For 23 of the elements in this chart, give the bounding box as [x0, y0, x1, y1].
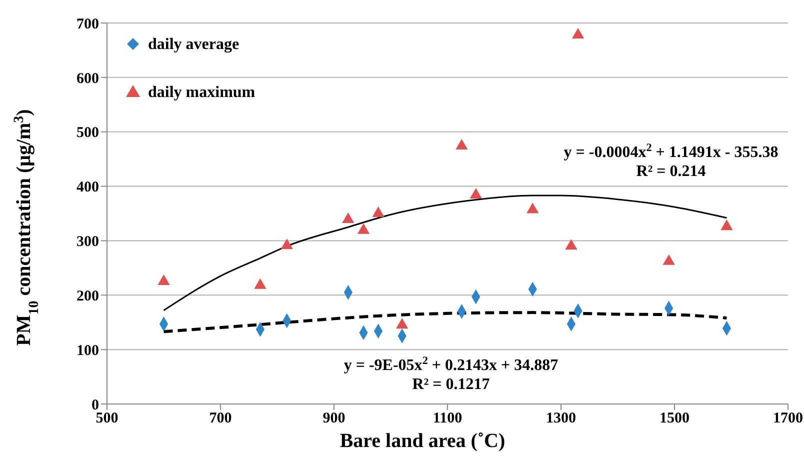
y-tick-label: 200: [76, 288, 99, 304]
y-tick-label: 600: [76, 70, 99, 87]
x-tick-label: 500: [96, 410, 118, 427]
x-axis-title: Bare land area (˚C): [340, 430, 506, 452]
y-tick-label: 100: [76, 342, 99, 359]
y-tick-label: 0: [92, 397, 99, 414]
x-tick-label: 1300: [546, 410, 576, 427]
x-tick-label: 1700: [773, 410, 803, 427]
annotation: y = -9E-05x$^{2}$ + 0.2143x + 34.887: [344, 355, 558, 374]
legend-label: daily maximum: [148, 84, 256, 101]
y-tick-label: 400: [76, 180, 99, 196]
legend-label: daily average: [148, 36, 240, 53]
x-tick-label: 900: [322, 410, 346, 427]
line-series: [163, 194, 728, 312]
y-tick-label: 500: [76, 125, 99, 142]
y-tick-label: 300: [76, 234, 99, 250]
x-tick-label: 700: [209, 410, 232, 427]
x-tick-label: 1500: [660, 410, 690, 427]
annotation: y = -0.0004x$^{2}$ + 1.1491x - 355.38: [564, 142, 778, 161]
annotation: R² = 0.214: [636, 163, 706, 180]
x-tick-label: 1100: [432, 410, 462, 427]
annotation: R² = 0.1217: [412, 376, 490, 393]
y-tick-label: 700: [76, 16, 99, 32]
